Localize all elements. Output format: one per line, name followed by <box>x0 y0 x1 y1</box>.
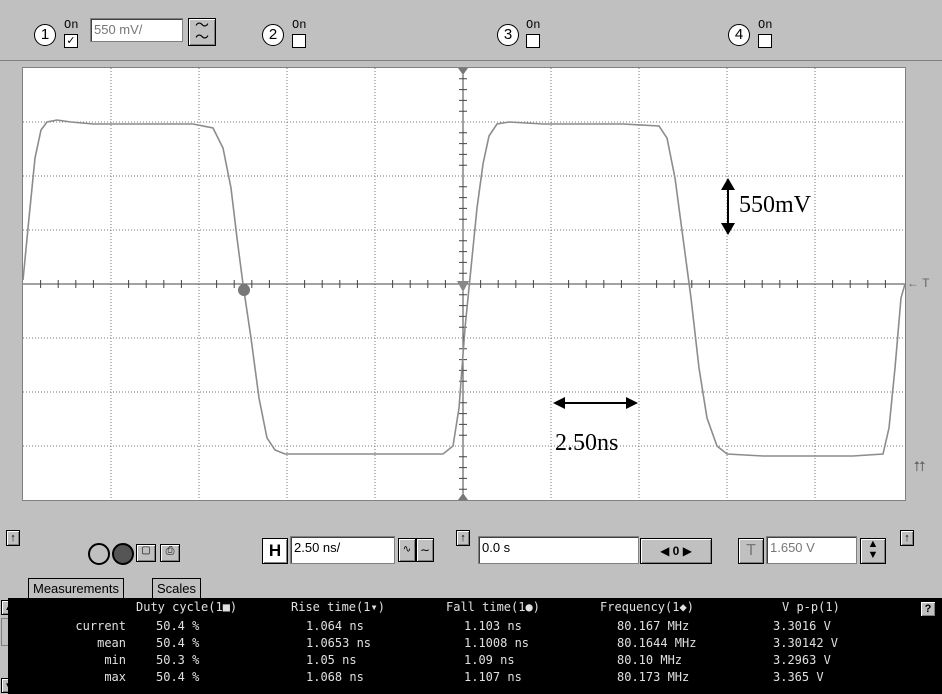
channel-1-on-label: On <box>64 18 79 32</box>
stop-mode-icon[interactable] <box>88 543 110 565</box>
channel-1-scale-field[interactable]: 550 mV/ <box>90 18 183 42</box>
run-mode-icon[interactable] <box>112 543 134 565</box>
pin-left-icon[interactable]: ↑ <box>6 530 20 546</box>
table-cell: 1.068 ns <box>306 670 364 684</box>
table-cell: 3.3016 V <box>773 619 831 633</box>
header-vpp: V p-p(1) <box>782 600 840 614</box>
timebase-field[interactable]: 2.50 ns/ <box>290 536 395 564</box>
channel-3-badge[interactable]: 3 <box>497 24 519 46</box>
channel-1-badge[interactable]: 1 <box>34 24 56 46</box>
channel-4-badge[interactable]: 4 <box>728 24 750 46</box>
channel-3-on-label: On <box>526 18 541 32</box>
delay-right-icon[interactable]: ▶ <box>682 544 692 558</box>
channel-2-on-checkbox[interactable] <box>292 34 306 48</box>
timebase-wave-icon[interactable]: ∼ <box>416 538 434 562</box>
table-cell: 1.107 ns <box>464 670 522 684</box>
bottom-time-marker-icon <box>458 493 468 500</box>
delay-left-icon[interactable]: ◀ <box>660 544 670 558</box>
tab-measurements[interactable]: Measurements <box>28 578 124 599</box>
voltage-annotation: 550mV <box>739 192 811 218</box>
table-cell: 1.0653 ns <box>306 636 372 650</box>
scope-display: 550mV 2.50ns <box>22 67 906 501</box>
trigger-position-marker-icon <box>457 281 469 292</box>
table-cell: 1.09 ns <box>464 653 515 667</box>
trigger-level-field[interactable]: 1.650 V <box>766 536 857 564</box>
channel-4-on-checkbox[interactable] <box>758 34 772 48</box>
control-bar: ↑ ▢ ⎙ H 2.50 ns/ ∿ ∼ ↑ 0.0 s ◀ 0 ▶ T 1.6… <box>0 526 942 571</box>
row-label-min: min <box>104 653 126 667</box>
table-cell: 50.4 % <box>156 619 200 633</box>
print-icon[interactable]: ⎙ <box>160 544 180 562</box>
pin-right-icon[interactable]: ↑ <box>900 530 914 546</box>
channel-1-coupling-button[interactable]: ～～ <box>188 18 216 46</box>
row-label-mean: mean <box>97 636 126 650</box>
horizontal-label: H <box>262 538 288 564</box>
channel-1-on-checkbox[interactable]: ✓ <box>64 34 78 48</box>
header-rise-time: Rise time(1▾) <box>291 600 385 614</box>
table-cell: 1.103 ns <box>464 619 522 633</box>
header-frequency: Frequency(1◆) <box>600 600 694 614</box>
table-cell: 50.4 % <box>156 670 200 684</box>
tab-scales[interactable]: Scales <box>152 578 202 599</box>
measurements-panel: Duty cycle(1■) Rise time(1▾) Fall time(1… <box>8 598 942 694</box>
table-cell: 1.1008 ns <box>464 636 530 650</box>
top-time-marker-icon <box>458 68 468 75</box>
row-label-max: max <box>104 670 126 684</box>
timebase-fine-icon[interactable]: ∿ <box>398 538 416 562</box>
trigger-slope-icon: ⮅ <box>914 458 926 474</box>
waveform-trace <box>23 119 905 457</box>
trigger-label: T <box>738 538 764 564</box>
table-cell: 50.4 % <box>156 636 200 650</box>
table-cell: 1.05 ns <box>306 653 357 667</box>
channel-2-on-label: On <box>292 18 307 32</box>
table-cell: 3.30142 V <box>773 636 839 650</box>
channel-3-on-checkbox[interactable] <box>526 34 540 48</box>
table-cell: 80.167 MHz <box>617 619 690 633</box>
single-mode-icon[interactable]: ▢ <box>136 544 156 562</box>
waveform-graticule <box>23 68 905 500</box>
channel-bar: 1 On ✓ 550 mV/ ～～ 2 On 3 On 4 On <box>0 0 942 61</box>
channel-2-badge[interactable]: 2 <box>262 24 284 46</box>
table-cell: 80.1644 MHz <box>617 636 697 650</box>
header-duty-cycle: Duty cycle(1■) <box>136 600 238 614</box>
table-cell: 80.173 MHz <box>617 670 690 684</box>
table-cell: 80.10 MHz <box>617 653 683 667</box>
header-fall-time: Fall time(1●) <box>446 600 540 614</box>
trigger-level-marker: ← T <box>907 276 930 290</box>
duty-cycle-marker-icon <box>238 284 250 296</box>
time-annotation: 2.50ns <box>555 430 619 456</box>
table-cell: 1.064 ns <box>306 619 364 633</box>
table-cell: 50.3 % <box>156 653 200 667</box>
channel-4-on-label: On <box>758 18 773 32</box>
display-mode-buttons: ▢ ⎙ <box>86 540 198 565</box>
delay-field[interactable]: 0.0 s <box>478 536 639 564</box>
table-cell: 3.365 V <box>773 670 824 684</box>
trigger-level-stepper[interactable]: ▲ ▼ <box>860 538 886 564</box>
delay-nav-group: ◀ 0 ▶ <box>640 538 712 564</box>
delay-zero-button[interactable]: 0 <box>672 544 680 558</box>
delay-pin-icon[interactable]: ↑ <box>456 530 470 546</box>
row-label-current: current <box>75 619 126 633</box>
table-cell: 3.2963 V <box>773 653 831 667</box>
help-button[interactable]: ? <box>920 601 936 617</box>
